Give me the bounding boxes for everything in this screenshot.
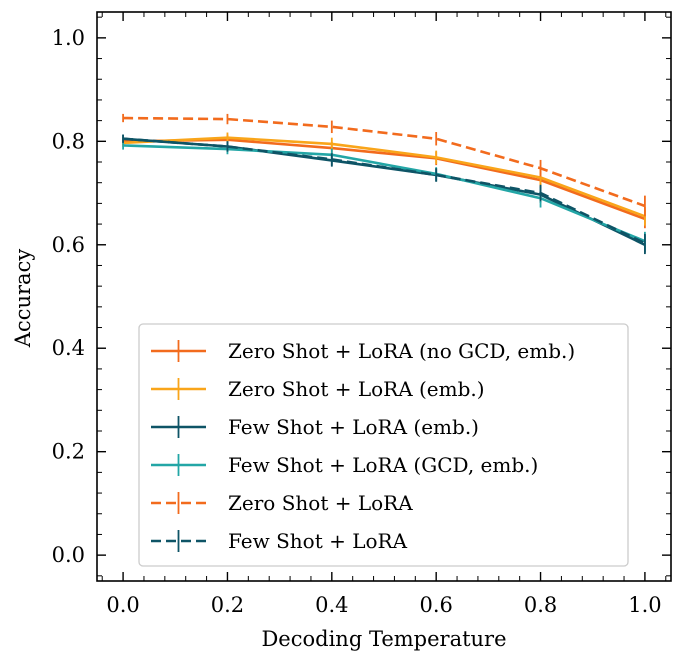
series-1 bbox=[122, 132, 646, 226]
x-axis-label: Decoding Temperature bbox=[261, 627, 506, 651]
legend-label-2: Few Shot + LoRA (emb.) bbox=[228, 415, 479, 439]
legend: Zero Shot + LoRA (no GCD, emb.) Zero Shot… bbox=[138, 323, 629, 567]
legend-label-3: Few Shot + LoRA (GCD, emb.) bbox=[228, 453, 538, 477]
series-line bbox=[123, 136, 646, 218]
y-tick-label: 0.8 bbox=[52, 129, 85, 153]
series-line bbox=[122, 137, 646, 246]
series-5 bbox=[122, 134, 646, 253]
legend-box bbox=[138, 323, 629, 567]
x-tick-label: 0.0 bbox=[106, 593, 139, 617]
x-tick-label: 0.4 bbox=[315, 593, 348, 617]
y-tick-label: 0.4 bbox=[52, 336, 85, 360]
y-tick-label: 1.0 bbox=[52, 26, 85, 50]
series-line bbox=[122, 137, 646, 245]
series-3 bbox=[122, 141, 646, 251]
plot-frame bbox=[96, 11, 672, 582]
tick-layer: 0.0 0.2 0.4 0.6 0.8 1.0 0.0 0.2 0.4 0.6 0.8 1.0 bbox=[52, 12, 671, 617]
y-axis-label: Accuracy bbox=[11, 249, 35, 349]
legend-label-4: Zero Shot + LoRA bbox=[228, 491, 413, 515]
legend-label-0: Zero Shot + LoRA (no GCD, emb.) bbox=[228, 339, 575, 363]
x-tick-label: 0.6 bbox=[419, 593, 452, 617]
legend-label-1: Zero Shot + LoRA (emb.) bbox=[228, 377, 485, 401]
series-layer bbox=[122, 113, 646, 255]
y-tick-label: 0.2 bbox=[52, 440, 85, 464]
x-tick-label: 0.2 bbox=[211, 593, 244, 617]
series-line bbox=[123, 138, 646, 221]
x-tick-label: 0.8 bbox=[524, 593, 557, 617]
legend-label-5: Few Shot + LoRA bbox=[228, 529, 408, 553]
series-line bbox=[123, 116, 646, 208]
series-line bbox=[123, 144, 646, 243]
y-tick-label: 0.0 bbox=[52, 543, 85, 567]
series-4 bbox=[122, 113, 646, 217]
y-tick-label: 0.6 bbox=[52, 233, 85, 257]
x-tick-label: 1.0 bbox=[628, 593, 661, 617]
